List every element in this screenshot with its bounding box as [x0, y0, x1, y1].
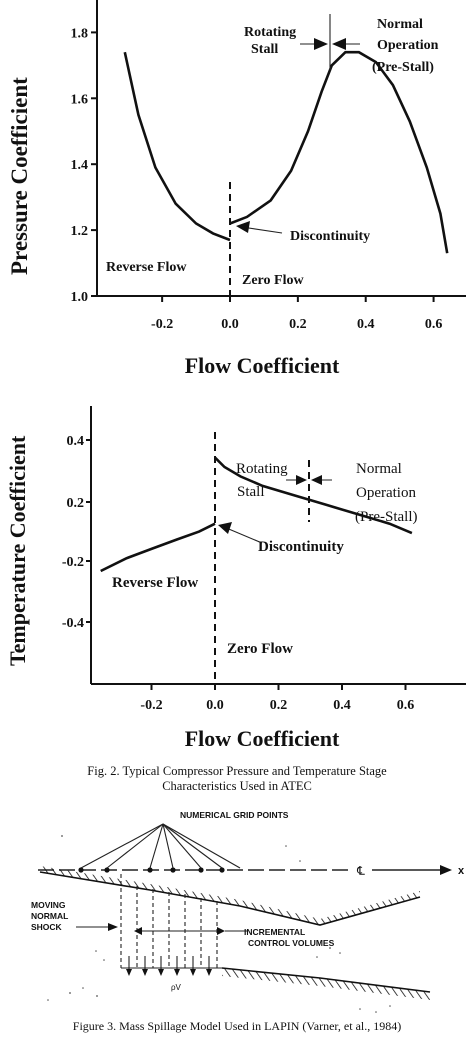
temperature-prestall-label: (Pre-Stall) — [355, 509, 417, 525]
leader-line — [162, 823, 174, 869]
leader-line — [149, 823, 164, 869]
shock-pointer-arrowhead — [108, 923, 118, 931]
pressure-y-tick-label: 1.4 — [71, 158, 89, 173]
temperature-y-tick-label: 0.2 — [67, 496, 85, 511]
pressure-stall-arrowhead-right — [332, 38, 346, 50]
grid-point — [219, 867, 225, 873]
pressure-operation-label: Operation — [377, 38, 439, 53]
temperature-forward-flow-curve — [214, 456, 413, 535]
spillage-arrowhead — [174, 969, 180, 976]
temperature-stall-arrowhead-left — [296, 475, 307, 485]
normal-label: NORMAL — [31, 911, 68, 921]
temperature-chart: 0.4 0.2 -0.2 -0.4 -0.2 0.0 0.2 0.4 0.6 Rotating… — [5, 406, 466, 751]
spillage-arrowhead — [126, 969, 132, 976]
leader-line — [106, 823, 164, 869]
shock-label: SHOCK — [31, 922, 63, 932]
x-axis-arrowhead — [440, 865, 452, 875]
temperature-y-tick-label: -0.2 — [62, 555, 84, 570]
pressure-x-tick-label: -0.2 — [151, 317, 173, 332]
scan-speckle — [47, 835, 391, 1013]
temperature-reverse-flow-curve — [100, 522, 216, 573]
pressure-prestall-label: (Pre-Stall) — [372, 60, 434, 75]
temperature-x-axis-title: Flow Coefficient — [185, 726, 340, 751]
moving-label: MOVING — [31, 900, 66, 910]
temperature-y-axis-title: Temperature Coefficient — [5, 435, 30, 666]
temperature-discontinuity-arrow — [223, 526, 263, 544]
pressure-x-axis-title: Flow Coefficient — [185, 353, 340, 378]
leader-line — [162, 823, 241, 869]
pressure-chart: 1.0 1.2 1.4 1.6 1.8 -0.2 0.0 0.2 0.4 0.6 Rotatin… — [7, 0, 466, 378]
leader-line — [162, 823, 202, 869]
pressure-discontinuity-arrowhead — [236, 221, 250, 233]
grid-point-leaders — [80, 823, 241, 869]
pressure-y-axis-title: Pressure Coefficient — [7, 77, 32, 275]
pressure-discontinuity-label: Discontinuity — [290, 229, 370, 244]
pressure-forward-flow-curve — [229, 50, 449, 254]
pressure-stall-label: Stall — [251, 42, 278, 57]
leader-line — [80, 823, 164, 869]
temperature-y-tick-label: 0.4 — [67, 434, 85, 449]
pressure-x-tick-label: 0.2 — [289, 317, 307, 332]
fig2-caption-line1: Fig. 2. Typical Compressor Pressure and … — [87, 764, 387, 778]
grid-point — [198, 867, 204, 873]
grid-point — [147, 867, 153, 873]
lower-wall-hatch — [222, 968, 430, 1000]
temperature-discontinuity-label: Discontinuity — [258, 539, 344, 555]
pressure-y-tick-label: 1.2 — [71, 224, 89, 239]
temperature-zero-flow-label: Zero Flow — [227, 641, 293, 657]
temperature-operation-label: Operation — [356, 485, 416, 501]
temperature-x-tick-label: -0.2 — [140, 698, 162, 713]
pressure-stall-arrowhead-left — [314, 38, 328, 50]
temperature-stall-label: Stall — [237, 484, 265, 500]
temperature-discontinuity-arrowhead — [218, 522, 232, 534]
pressure-x-tick-label: 0.0 — [221, 317, 239, 332]
spillage-arrowhead — [142, 969, 148, 976]
grid-points-label: NUMERICAL GRID POINTS — [180, 810, 289, 820]
fig2-caption-line2: Characteristics Used in ATEC — [162, 779, 312, 793]
pressure-x-tick-label: 0.4 — [357, 317, 375, 332]
temperature-y-tick-label: -0.4 — [62, 616, 84, 631]
temperature-x-tick-label: 0.4 — [333, 698, 351, 713]
grid-point — [78, 867, 84, 873]
pressure-rotating-label: Rotating — [244, 25, 296, 40]
pressure-reverse-flow-label: Reverse Flow — [106, 260, 187, 275]
temperature-x-tick-label: 0.2 — [270, 698, 288, 713]
temperature-reverse-flow-label: Reverse Flow — [112, 575, 198, 591]
pressure-y-tick-label: 1.6 — [71, 92, 89, 107]
incremental-arrowhead-left — [134, 927, 142, 935]
pressure-reverse-flow-curve — [123, 51, 231, 242]
mass-spillage-diagram: ℄ x NUMERICAL GRID POINTS — [31, 810, 465, 1013]
x-axis-symbol: x — [458, 865, 465, 877]
temperature-normal-label: Normal — [356, 461, 402, 477]
incremental-arrowhead-right — [217, 927, 225, 935]
spillage-arrowhead — [190, 969, 196, 976]
temperature-stall-arrowhead-right — [311, 475, 322, 485]
leader-line — [162, 823, 223, 869]
pressure-x-tick-label: 0.6 — [425, 317, 443, 332]
pressure-y-tick-label: 1.0 — [71, 290, 89, 305]
pressure-normal-label: Normal — [377, 17, 423, 32]
spillage-arrowhead — [206, 969, 212, 976]
rho-v-label: ρV — [171, 983, 182, 992]
grid-point — [170, 867, 176, 873]
temperature-x-tick-label: 0.0 — [206, 698, 224, 713]
spillage-arrows — [126, 956, 212, 976]
grid-points — [78, 867, 225, 873]
incremental-label: INCREMENTAL — [244, 927, 305, 937]
fig3-caption: Figure 3. Mass Spillage Model Used in LA… — [72, 1019, 402, 1033]
centerline-symbol: ℄ — [356, 864, 365, 878]
fig2-caption: Fig. 2. Typical Compressor Pressure and … — [0, 764, 474, 794]
pressure-zero-flow-label: Zero Flow — [242, 273, 304, 288]
pressure-y-tick-label: 1.8 — [71, 26, 89, 41]
temperature-rotating-label: Rotating — [236, 461, 288, 477]
control-volumes-label: CONTROL VOLUMES — [248, 938, 335, 948]
grid-point — [104, 867, 110, 873]
temperature-x-tick-label: 0.6 — [397, 698, 415, 713]
spillage-arrowhead — [158, 969, 164, 976]
